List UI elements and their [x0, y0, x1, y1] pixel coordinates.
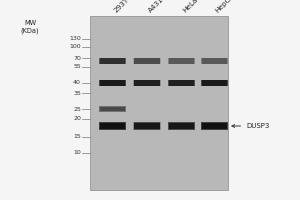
Text: 35: 35	[73, 90, 81, 96]
Bar	[168, 58, 195, 64]
Bar	[168, 80, 196, 86]
Bar	[134, 123, 160, 129]
Text: 40: 40	[73, 80, 81, 86]
Bar	[100, 107, 125, 111]
Text: 15: 15	[73, 135, 81, 140]
Bar	[100, 80, 125, 86]
Bar	[134, 58, 160, 64]
Bar	[201, 58, 228, 64]
Bar	[200, 80, 229, 86]
Text: DUSP3: DUSP3	[232, 123, 269, 129]
Bar	[134, 80, 160, 86]
Bar	[169, 123, 194, 129]
Text: (KDa): (KDa)	[21, 28, 39, 34]
Bar	[168, 122, 195, 130]
Bar	[201, 122, 228, 130]
Bar	[169, 58, 194, 64]
Bar	[90, 16, 228, 190]
Bar	[99, 58, 127, 64]
Bar	[134, 122, 160, 130]
Bar	[168, 122, 196, 130]
Text: 25: 25	[73, 107, 81, 112]
Bar	[202, 123, 227, 129]
Text: 55: 55	[73, 64, 81, 70]
Text: 20: 20	[73, 116, 81, 121]
Bar	[99, 106, 127, 112]
Text: 293T: 293T	[112, 0, 130, 14]
Bar	[100, 58, 125, 64]
Bar	[134, 58, 160, 64]
Bar	[134, 80, 160, 86]
Bar	[201, 80, 228, 86]
Bar	[99, 122, 127, 130]
Bar	[133, 58, 161, 64]
Bar	[168, 80, 195, 86]
Bar	[169, 80, 194, 86]
Text: HepG2: HepG2	[214, 0, 236, 14]
Text: 100: 100	[69, 45, 81, 49]
Text: A431: A431	[147, 0, 165, 14]
Bar	[200, 58, 229, 64]
Bar	[99, 58, 126, 64]
Bar	[100, 123, 125, 129]
Text: 70: 70	[73, 55, 81, 60]
Text: HeLa: HeLa	[182, 0, 199, 14]
Bar	[200, 122, 229, 130]
Bar	[168, 58, 196, 64]
Bar	[99, 122, 126, 130]
Bar	[99, 80, 127, 86]
Bar	[99, 80, 126, 86]
Text: MW: MW	[24, 20, 36, 26]
Bar	[202, 80, 227, 86]
Text: 130: 130	[69, 36, 81, 42]
Bar	[202, 58, 227, 64]
Bar	[99, 106, 126, 112]
Text: 10: 10	[73, 150, 81, 156]
Bar	[133, 80, 161, 86]
Bar	[133, 122, 161, 130]
